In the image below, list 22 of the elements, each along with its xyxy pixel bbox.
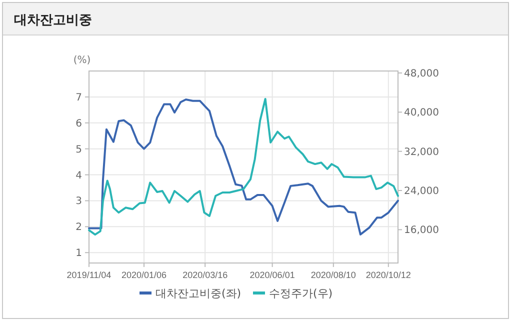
y2-tick-label: 48,000 bbox=[404, 68, 439, 80]
y2-tick-label: 16,000 bbox=[404, 225, 439, 236]
x-tick-label: 2020/08/10 bbox=[310, 270, 356, 280]
x-tick-label: 2020/03/16 bbox=[182, 270, 228, 280]
x-tick-label: 2020/06/01 bbox=[250, 270, 295, 280]
y2-tick-label: 24,000 bbox=[404, 186, 439, 198]
legend-label: 수정주가(우) bbox=[269, 287, 333, 300]
x-tick-label: 2020/10/12 bbox=[366, 270, 411, 280]
chart-title: 대차잔고비중 bbox=[14, 13, 92, 28]
y-tick-label: 2 bbox=[76, 222, 82, 234]
y-tick-label: 5 bbox=[76, 144, 82, 156]
y-tick-label: 1 bbox=[76, 248, 82, 260]
legend-label: 대차잔고비중(좌) bbox=[156, 287, 242, 300]
y2-tick-label: 32,000 bbox=[404, 146, 439, 158]
y-axis-title: (%) bbox=[73, 55, 91, 66]
y-tick-label: 3 bbox=[76, 196, 82, 208]
y-tick-label: 6 bbox=[76, 118, 82, 130]
x-tick-label: 2019/11/04 bbox=[66, 270, 112, 280]
y-tick-label: 4 bbox=[76, 170, 82, 182]
x-tick-label: 2020/01/06 bbox=[121, 270, 167, 280]
y2-tick-label: 40,000 bbox=[404, 108, 439, 119]
y-tick-label: 7 bbox=[76, 92, 82, 104]
